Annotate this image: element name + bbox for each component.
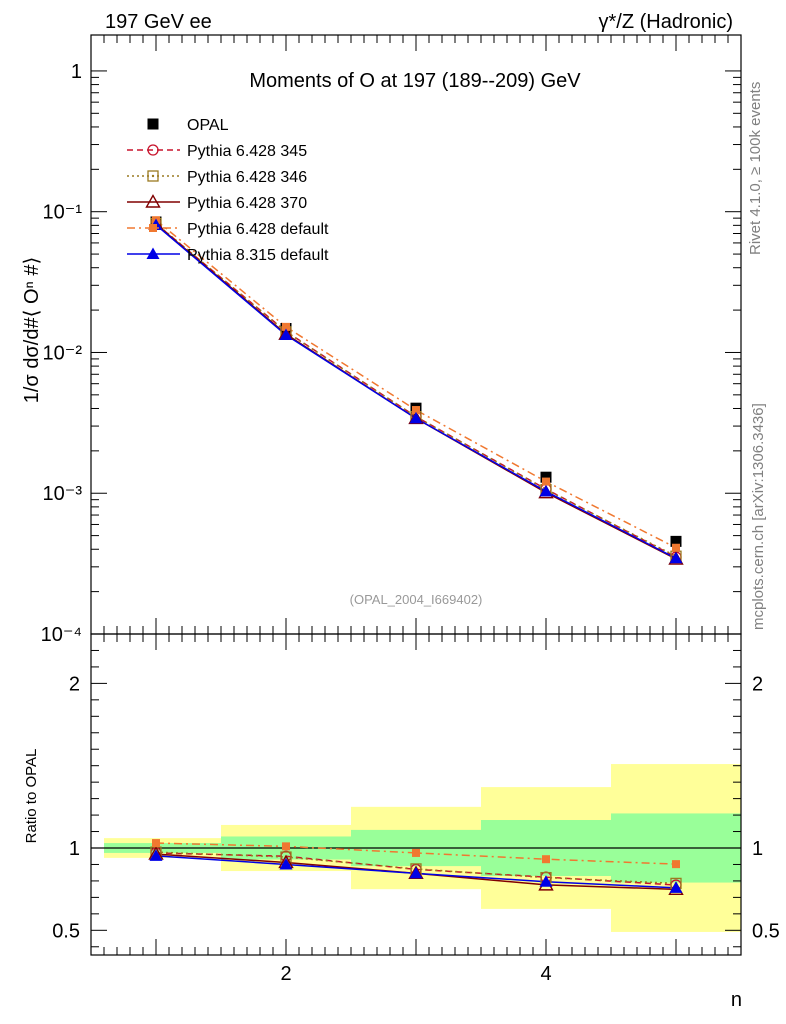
ratio-ylabel: Ratio to OPAL [23,749,40,844]
legend: OPAL Pythia 6.428 345 Pythia 6.428 346 Pyth… [127,117,329,264]
ratio-point-3-0 [152,839,160,848]
ratio-ytick-label: 2 [69,673,80,695]
main-ytick-label: 10⁻³ [43,483,83,505]
main-series-markers [148,216,684,565]
main-point-4-4 [672,543,680,552]
main-series-line-1 [155,223,677,558]
main-point-5-2 [409,411,423,424]
main-ytick-label: 10⁻¹ [43,202,83,224]
main-ylabel: 1/σ dσ/d#⟨ Oⁿ #⟩ [21,257,43,404]
main-title: Moments of O at 197 (189--209) GeV [249,70,581,92]
ratio-point-3-3 [542,855,550,864]
main-point-5-1 [279,328,293,341]
ratio-xtick-label: 4 [540,963,551,985]
legend-marker-2 [147,170,159,182]
legend-label-2: Pythia 6.428 346 [187,169,307,186]
header-right: γ*/Z (Hadronic) [599,11,733,33]
mcplots-label: mcplots.cern.ch [arXiv:1306.3436] [750,403,767,630]
legend-label-3: Pythia 6.428 370 [187,195,307,212]
main-panel: 1 10⁻¹ 10⁻² 10⁻³ 10⁻⁴ Moments of O at 197 (1… [21,34,742,646]
ratio-ytick-label-right: 2 [752,673,763,695]
legend-marker-2-dot [151,174,155,178]
main-series-lines [155,219,677,560]
ratio-point-4-4 [669,881,683,893]
ratio-axes: 0.5 0.5 1 1 2 2 2 4 [52,633,780,985]
legend-label-0: OPAL [187,117,229,134]
ratio-ytick-label: 0.5 [52,920,80,942]
legend-label-5: Pythia 8.315 default [187,247,329,264]
legend-marker-1 [147,144,159,156]
legend-marker-3 [145,194,161,208]
main-point-4-2 [412,406,420,415]
legend-marker-0 [147,118,159,130]
rivet-label: Rivet 4.1.0, ≥ 100k events [747,82,764,255]
header-left: 197 GeV ee [105,11,212,33]
ratio-ytick-label-right: 0.5 [752,920,780,942]
x-axis-label: n [731,989,742,1011]
ratio-series-markers [148,839,684,896]
main-series-line-2 [155,222,677,557]
ratio-ytick-label-right: 1 [752,838,763,860]
ratio-point-3-2 [412,848,420,857]
main-point-5-3 [539,484,553,497]
legend-marker-4 [149,224,157,232]
watermark: (OPAL_2004_I669402) [350,592,483,607]
main-ytick-label: 10⁻² [43,342,83,364]
ratio-point-4-1 [279,857,293,870]
main-axes: 1 10⁻¹ 10⁻² 10⁻³ 10⁻⁴ [41,34,742,646]
main-point-5-4 [669,551,683,564]
main-point-4-1 [282,322,290,331]
ratio-point-3-4 [672,860,680,869]
ratio-point-4-2 [409,866,423,879]
legend-marker-5 [146,247,160,259]
ratio-ytick-label: 1 [69,838,80,860]
ratio-panel: 0.5 0.5 1 1 2 2 2 4 Ratio to OPAL n [23,633,780,1011]
ratio-uncertainty-bands [91,764,741,932]
main-point-4-3 [542,477,550,486]
main-series-line-4 [155,219,677,549]
main-ytick-label: 10⁻⁴ [41,624,82,646]
main-point-0-3 [540,471,552,483]
ratio-point-4-3 [539,875,553,887]
ratio-point-3-1 [282,842,290,851]
main-point-0-4 [670,535,682,547]
ratio-series-line-3 [155,842,677,865]
main-ytick-label: 1 [71,61,82,83]
legend-label-4: Pythia 6.428 default [187,221,329,238]
ratio-point-4-0 [149,849,163,861]
legend-label-1: Pythia 6.428 345 [187,143,307,160]
ratio-xtick-label: 2 [280,963,291,985]
